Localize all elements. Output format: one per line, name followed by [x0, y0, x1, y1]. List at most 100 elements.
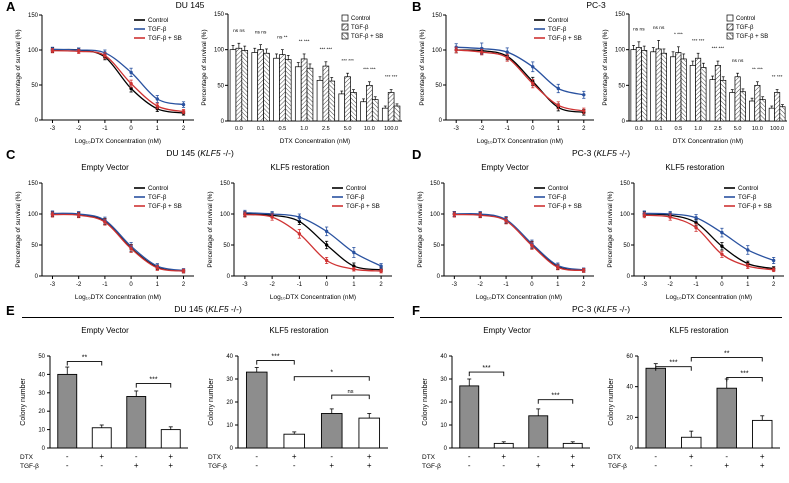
- svg-text:0: 0: [129, 282, 133, 288]
- svg-text:-3: -3: [50, 282, 56, 288]
- svg-text:Control: Control: [148, 17, 168, 24]
- svg-text:Control: Control: [148, 185, 168, 192]
- svg-text:1: 1: [352, 282, 356, 288]
- svg-text:+: +: [134, 461, 139, 470]
- svg-text:100.0: 100.0: [770, 126, 784, 132]
- svg-text:-: -: [100, 461, 103, 470]
- svg-text:** ***: ** ***: [299, 39, 310, 45]
- svg-text:+: +: [329, 461, 334, 470]
- svg-text:50: 50: [38, 354, 45, 360]
- svg-text:-3: -3: [642, 282, 648, 288]
- svg-text:TGF-β + SB: TGF-β + SB: [148, 35, 182, 42]
- svg-text:100: 100: [28, 48, 39, 54]
- svg-text:100: 100: [430, 212, 441, 218]
- panel-c-label: C: [6, 147, 16, 162]
- svg-text:0: 0: [221, 119, 225, 125]
- svg-text:0: 0: [325, 282, 329, 288]
- svg-text:30: 30: [38, 391, 45, 397]
- svg-text:-: -: [255, 452, 258, 461]
- svg-text:TGF-β: TGF-β: [422, 463, 441, 470]
- svg-text:50: 50: [31, 243, 38, 249]
- svg-text:*** ***: *** ***: [363, 66, 376, 72]
- panel-c-title: DU 145 (KLF5 -/-): [30, 148, 370, 159]
- svg-text:0: 0: [720, 282, 724, 288]
- svg-text:** ***: ** ***: [772, 74, 783, 80]
- svg-text:Percentage of survival (%): Percentage of survival (%): [607, 191, 614, 267]
- svg-text:Control: Control: [548, 17, 568, 24]
- svg-text:50: 50: [618, 83, 625, 89]
- panel-e-title-part: -/-): [228, 304, 242, 314]
- svg-text:-: -: [135, 452, 138, 461]
- svg-text:-: -: [468, 461, 471, 470]
- svg-text:TGF-β: TGF-β: [346, 194, 365, 201]
- svg-text:0: 0: [437, 274, 441, 280]
- svg-text:-3: -3: [242, 282, 248, 288]
- svg-text:1: 1: [156, 282, 160, 288]
- svg-text:100: 100: [620, 212, 631, 218]
- svg-text:+: +: [99, 452, 104, 461]
- svg-text:10: 10: [226, 423, 233, 429]
- svg-text:+: +: [292, 452, 297, 461]
- svg-text:Percentage of survival (%): Percentage of survival (%): [15, 29, 22, 105]
- svg-text:TGF-β + SB: TGF-β + SB: [548, 35, 582, 42]
- svg-text:Control: Control: [346, 185, 366, 192]
- panel-e: E DU 145 (KLF5 -/-) Empty Vector KLF5 re…: [0, 304, 406, 483]
- svg-text:TGF-β: TGF-β: [351, 25, 369, 31]
- svg-text:*: *: [330, 370, 333, 377]
- svg-text:50: 50: [623, 243, 630, 249]
- svg-text:TGF-β: TGF-β: [148, 26, 167, 33]
- svg-text:0.5: 0.5: [278, 126, 286, 132]
- svg-text:2: 2: [379, 282, 383, 288]
- svg-text:-: -: [468, 452, 471, 461]
- svg-text:5.0: 5.0: [734, 126, 742, 132]
- svg-text:*** ***: *** ***: [692, 38, 705, 44]
- panel-d-label: D: [412, 147, 422, 162]
- svg-text:-1: -1: [503, 282, 509, 288]
- svg-text:Percentage of survival (%): Percentage of survival (%): [207, 191, 214, 267]
- svg-text:ns ns: ns ns: [653, 26, 665, 31]
- svg-text:-: -: [293, 461, 296, 470]
- svg-text:20: 20: [626, 415, 633, 421]
- svg-text:30: 30: [226, 377, 233, 383]
- svg-text:TGF-β + SB: TGF-β + SB: [736, 34, 768, 40]
- panel-c: C DU 145 (KLF5 -/-) Empty Vector KLF5 re…: [0, 146, 406, 304]
- svg-text:20: 20: [226, 400, 233, 406]
- svg-text:5.0: 5.0: [344, 126, 352, 132]
- svg-text:Log₁₀DTX Concentration (nM): Log₁₀DTX Concentration (nM): [75, 138, 161, 145]
- svg-text:0: 0: [227, 274, 231, 280]
- svg-text:Log₁₀DTX Concentration (nM): Log₁₀DTX Concentration (nM): [75, 294, 161, 301]
- panel-c-title-part: DU 145 (: [166, 148, 201, 158]
- panel-f-label: F: [412, 303, 420, 318]
- panel-f-title: PC-3 (KLF5 -/-): [420, 304, 782, 318]
- svg-text:DTX: DTX: [20, 454, 34, 461]
- svg-text:2: 2: [582, 282, 586, 288]
- svg-text:0: 0: [622, 119, 626, 125]
- svg-text:+: +: [570, 452, 575, 461]
- panel-f-title-part: -/-): [616, 304, 631, 314]
- svg-text:50: 50: [31, 83, 38, 89]
- svg-text:Colony number: Colony number: [20, 378, 27, 426]
- svg-text:Percentage of survival (%): Percentage of survival (%): [201, 29, 208, 105]
- svg-text:50: 50: [433, 243, 440, 249]
- svg-text:1: 1: [156, 126, 160, 132]
- svg-text:20: 20: [440, 400, 447, 406]
- svg-text:2: 2: [772, 282, 776, 288]
- svg-text:TGF-β + SB: TGF-β + SB: [738, 203, 772, 210]
- svg-text:0.5: 0.5: [674, 126, 682, 132]
- panel-e-subtitle-klf5-restoration: KLF5 restoration: [269, 326, 329, 335]
- svg-text:150: 150: [220, 181, 231, 187]
- panel-d: D PC-3 (KLF5 -/-) Empty Vector KLF5 rest…: [406, 146, 789, 304]
- svg-text:150: 150: [28, 13, 39, 19]
- panel-e-title: DU 145 (KLF5 -/-): [22, 304, 394, 318]
- svg-text:TGF-β: TGF-β: [548, 26, 567, 33]
- svg-text:0.1: 0.1: [257, 126, 265, 132]
- pc3-empty-vector-line-chart: 0 50 100 150 -3 -2 -1 0 1 2 Log₁₀DTX Concentration…: [417, 181, 594, 301]
- svg-text:0: 0: [630, 446, 634, 452]
- panel-d-title-gene: KLF5: [596, 148, 617, 158]
- svg-text:0: 0: [35, 274, 39, 280]
- svg-text:+: +: [168, 461, 173, 470]
- svg-text:Percentage of survival (%): Percentage of survival (%): [602, 29, 609, 105]
- panel-d-title: PC-3 (KLF5 -/-): [436, 148, 766, 159]
